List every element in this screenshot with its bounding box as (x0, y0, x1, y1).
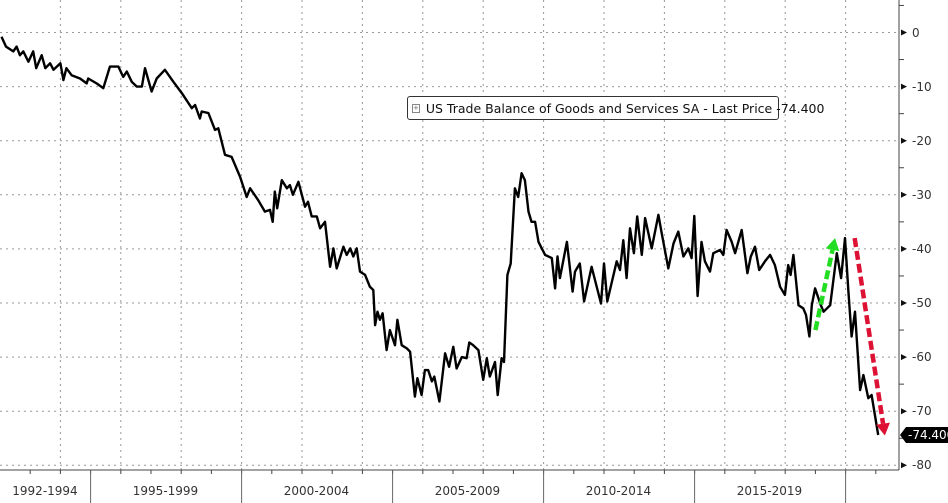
y-tick-marker (901, 300, 907, 306)
x-tick-label: 1995-1999 (132, 484, 199, 498)
y-tick-label: -50 (912, 296, 932, 310)
y-tick-marker (901, 245, 907, 252)
expand-icon[interactable]: + (412, 103, 420, 113)
y-tick-label: -60 (912, 350, 932, 365)
x-tick-label: 1992-1994 (12, 484, 78, 498)
y-tick-marker (901, 191, 907, 198)
x-tick-label: 2015-2019 (736, 484, 803, 498)
y-tick-marker (901, 354, 907, 361)
series-line (0, 36, 880, 436)
legend: + US Trade Balance of Goods and Services… (407, 96, 824, 120)
y-tick-marker (901, 29, 907, 36)
y-tick-label: -80 (912, 458, 932, 473)
y-tick-label: 0 (912, 25, 920, 40)
x-tick-label: 2005-2009 (434, 484, 501, 498)
y-tick-marker (901, 408, 907, 415)
y-tick-marker (901, 137, 907, 144)
y-tick-label: -70 (912, 404, 932, 419)
y-tick-label: -40 (912, 241, 932, 256)
x-tick-label: 2010-2014 (585, 484, 652, 498)
y-tick-label: -30 (912, 187, 932, 202)
y-tick-marker (901, 462, 907, 469)
last-value-badge: -74.400 (899, 427, 948, 443)
green-arrowhead-icon (825, 238, 840, 252)
green-up-arrow (813, 249, 835, 331)
y-tick-label: -10 (912, 79, 932, 94)
red-down-arrow (852, 237, 886, 425)
x-tick-label: 2000-2004 (283, 484, 350, 498)
red-arrowhead-icon (876, 422, 890, 436)
y-tick-marker (901, 83, 907, 90)
y-tick-label: -20 (912, 133, 932, 148)
legend-label: US Trade Balance of Goods and Services S… (425, 100, 825, 116)
